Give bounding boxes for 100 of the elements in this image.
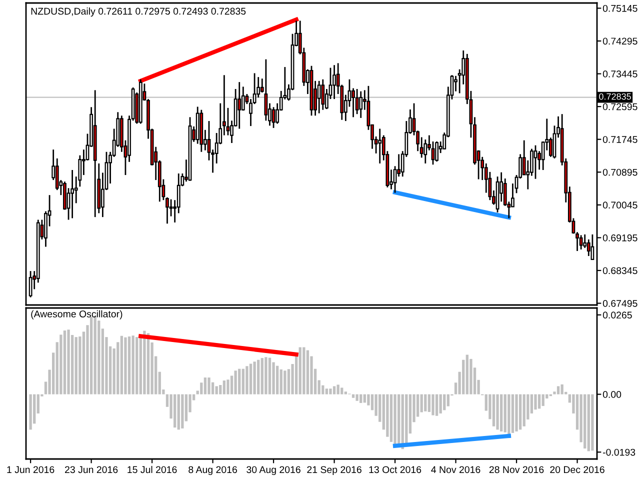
- bar: [276, 366, 279, 394]
- bar: [522, 394, 526, 426]
- bar: [470, 358, 472, 394]
- bar: [439, 394, 442, 414]
- bar: [587, 394, 590, 452]
- x-tick-label: 4 Nov 2016: [431, 466, 480, 474]
- x-tick-label: 21 Sep 2016: [307, 466, 362, 476]
- bar: [67, 330, 70, 394]
- bar: [432, 394, 434, 416]
- bar: [306, 350, 310, 394]
- candlestick: [317, 80, 321, 114]
- bar: [363, 394, 366, 403]
- bar: [173, 394, 176, 428]
- bar: [257, 360, 260, 394]
- bar: [302, 347, 306, 394]
- bar: [280, 369, 282, 394]
- x-tick-label: 8 Aug 2016: [188, 466, 237, 476]
- candlestick: [321, 78, 325, 111]
- y-tick-label: 0.00: [602, 391, 622, 398]
- y-tick-label: -0.0193: [602, 448, 636, 456]
- bar: [253, 362, 256, 394]
- bar: [222, 380, 226, 394]
- y-tick-label: 0.69195: [602, 234, 638, 242]
- candlestick: [355, 88, 359, 115]
- ref-line-label: 0.72835: [599, 93, 631, 100]
- bar: [496, 394, 499, 430]
- candlestick: [359, 90, 363, 119]
- bar: [518, 394, 522, 430]
- bar: [325, 388, 328, 394]
- candlestick: [378, 128, 382, 164]
- bar: [215, 386, 218, 394]
- y-tick-label: 0.71745: [602, 136, 638, 143]
- x-tick-label: 1 Jun 2016: [7, 466, 54, 474]
- bar: [390, 394, 393, 442]
- candlestick: [579, 234, 583, 250]
- y-tick-label: 0.72595: [602, 103, 638, 110]
- candlestick: [534, 144, 538, 180]
- candlestick: [332, 64, 336, 100]
- y-tick-label: 0.68345: [602, 267, 638, 274]
- y-tick-label: 0.75145: [602, 4, 638, 12]
- bar: [504, 394, 506, 432]
- bar: [542, 394, 544, 406]
- y-tick-label: 0.70895: [602, 168, 638, 176]
- bar: [246, 366, 248, 394]
- bar: [332, 386, 336, 394]
- bar: [177, 394, 180, 430]
- bar: [344, 392, 347, 394]
- bar: [500, 394, 503, 432]
- bar: [204, 378, 207, 394]
- bar: [234, 370, 237, 394]
- bar: [74, 337, 78, 394]
- candlestick: [590, 234, 594, 261]
- bar: [352, 394, 355, 398]
- bar: [466, 354, 468, 394]
- bar: [336, 384, 340, 394]
- bar: [443, 394, 446, 410]
- x-tick-label: 13 Oct 2016: [369, 466, 422, 474]
- bar: [435, 394, 438, 416]
- y-tick-label: 0.73445: [602, 70, 638, 78]
- x-tick-label: 15 Jul 2016: [128, 466, 177, 474]
- bar: [268, 358, 272, 394]
- candlestick: [424, 138, 428, 164]
- y-tick-label: 0.67495: [602, 300, 638, 307]
- chart-title: NZDUSD,Daily 0.72611 0.72975 0.72493 0.72835: [31, 8, 246, 17]
- bar: [29, 394, 32, 430]
- x-tick-label: 20 Dec 2016: [550, 466, 604, 474]
- candlestick: [264, 58, 268, 122]
- bar: [143, 330, 146, 394]
- bar: [132, 336, 134, 394]
- candlestick: [70, 169, 74, 219]
- bar: [591, 394, 594, 451]
- bar: [242, 368, 244, 394]
- bar: [208, 378, 210, 394]
- bar: [238, 368, 241, 394]
- bar: [556, 386, 560, 394]
- candlestick: [435, 140, 438, 162]
- x-tick-label: 30 Aug 2016: [246, 466, 300, 476]
- candlestick: [583, 234, 587, 249]
- bar: [394, 394, 396, 446]
- bar: [128, 336, 131, 394]
- bar: [508, 394, 510, 434]
- bar: [560, 384, 564, 394]
- bar: [428, 394, 431, 412]
- bar: [356, 394, 358, 401]
- bar: [284, 370, 286, 394]
- bar: [63, 330, 66, 394]
- bar: [226, 380, 230, 394]
- bar: [534, 394, 537, 410]
- bar: [492, 394, 496, 426]
- bar: [249, 364, 252, 394]
- bar: [120, 336, 123, 394]
- bar: [60, 334, 62, 394]
- candlestick: [586, 238, 590, 257]
- x-tick-label: 28 Nov 2016: [489, 466, 544, 474]
- bar: [329, 388, 332, 394]
- bar: [136, 337, 138, 394]
- y-tick-label: 0.74295: [602, 38, 638, 45]
- bar: [515, 394, 518, 432]
- candlestick: [28, 270, 32, 298]
- y-tick-label: 0.70045: [602, 202, 638, 209]
